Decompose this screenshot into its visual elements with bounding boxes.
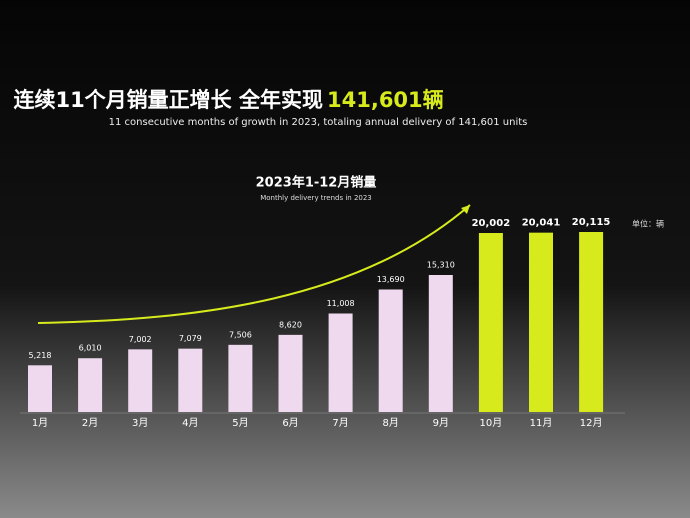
bar bbox=[579, 232, 604, 412]
value-label: 6,010 bbox=[79, 344, 102, 353]
x-tick-label: 12月 bbox=[580, 417, 603, 429]
chart-subtitle: Monthly delivery trends in 2023 bbox=[260, 194, 372, 202]
x-tick-label: 4月 bbox=[182, 417, 198, 429]
bar bbox=[178, 348, 203, 412]
title-highlight: 141,601辆 bbox=[327, 88, 444, 112]
subtitle: 11 consecutive months of growth in 2023,… bbox=[109, 117, 528, 128]
bar bbox=[278, 334, 303, 412]
value-label: 20,002 bbox=[472, 218, 511, 229]
value-label: 13,690 bbox=[377, 275, 405, 284]
bar bbox=[78, 358, 103, 412]
bar bbox=[228, 344, 253, 412]
bar bbox=[428, 274, 453, 412]
trend-arrow-head bbox=[461, 205, 470, 214]
x-tick-label: 11月 bbox=[530, 417, 553, 429]
value-label: 8,620 bbox=[279, 320, 302, 329]
x-tick-label: 8月 bbox=[383, 417, 399, 429]
x-tick-label: 3月 bbox=[132, 417, 148, 429]
x-tick-label: 2月 bbox=[82, 417, 98, 429]
bar bbox=[378, 289, 403, 412]
x-tick-label: 7月 bbox=[332, 417, 348, 429]
bar bbox=[328, 313, 353, 412]
value-label: 7,002 bbox=[129, 335, 152, 344]
x-tick-label: 10月 bbox=[480, 417, 503, 429]
value-label: 20,115 bbox=[572, 217, 611, 228]
value-label: 20,041 bbox=[522, 218, 561, 229]
title: 连续11个月销量正增长 全年实现 bbox=[13, 88, 323, 112]
trend-arrow bbox=[37, 204, 471, 324]
value-label: 5,218 bbox=[29, 351, 52, 360]
bar bbox=[28, 365, 52, 412]
value-label: 7,079 bbox=[179, 334, 202, 343]
unit-label: 单位：辆 bbox=[632, 219, 664, 229]
bar bbox=[128, 349, 153, 412]
bar bbox=[529, 232, 553, 412]
x-tick-label: 6月 bbox=[282, 417, 298, 429]
value-label: 15,310 bbox=[427, 260, 455, 269]
x-tick-label: 9月 bbox=[433, 417, 449, 429]
x-tick-label: 1月 bbox=[32, 417, 48, 429]
value-label: 11,008 bbox=[327, 299, 355, 308]
chart-title: 2023年1-12月销量 bbox=[256, 175, 377, 191]
bar bbox=[478, 233, 503, 412]
value-label: 7,506 bbox=[229, 330, 252, 339]
x-tick-label: 5月 bbox=[232, 417, 248, 429]
